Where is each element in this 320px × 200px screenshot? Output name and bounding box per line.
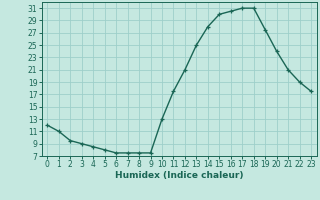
X-axis label: Humidex (Indice chaleur): Humidex (Indice chaleur) [115, 171, 244, 180]
